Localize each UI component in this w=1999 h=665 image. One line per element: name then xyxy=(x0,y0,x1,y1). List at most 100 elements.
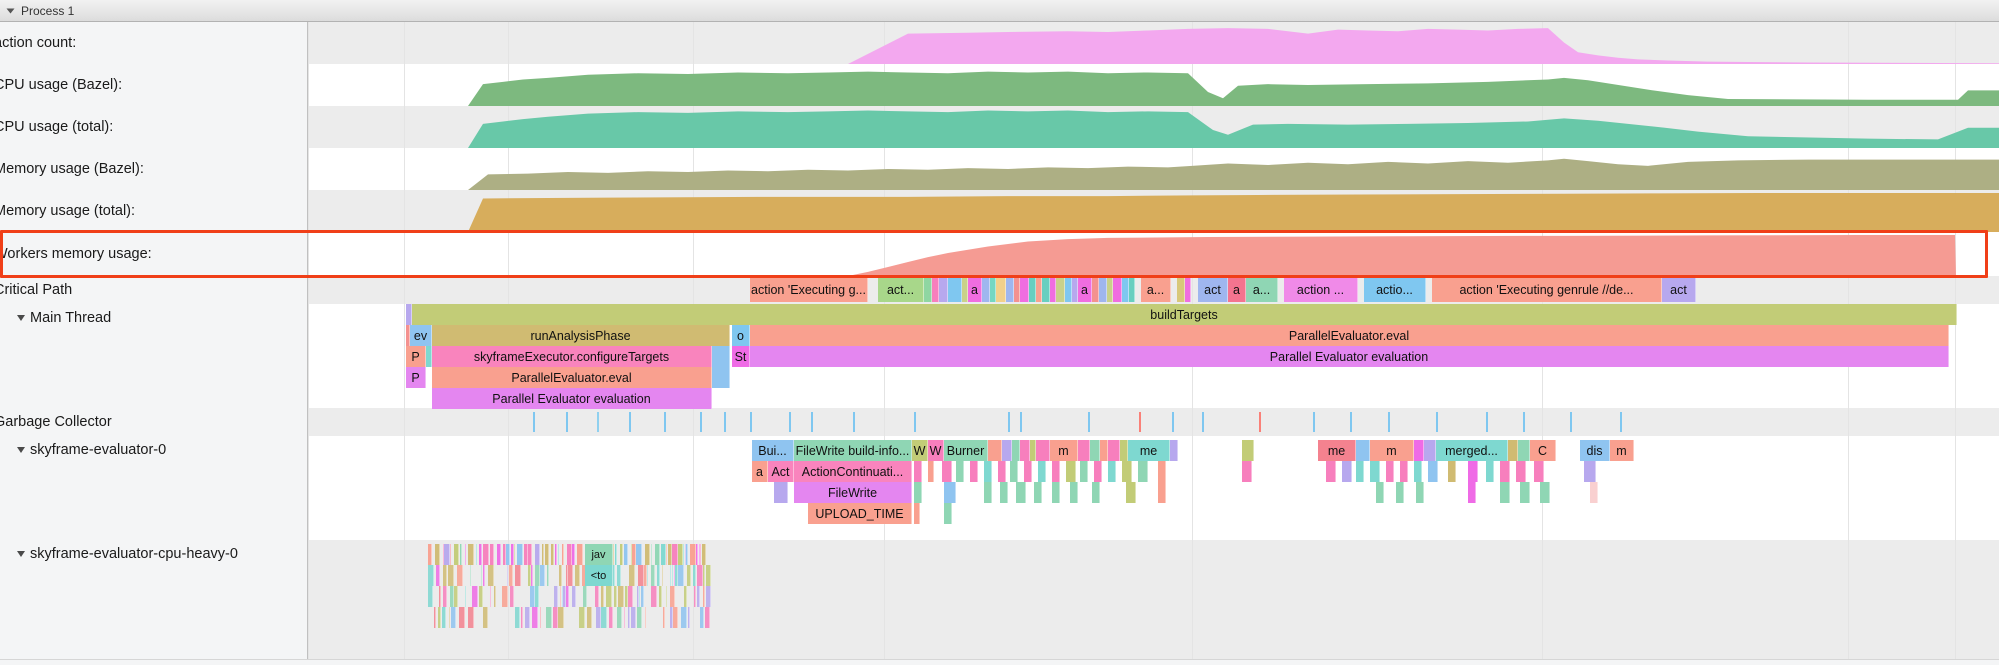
slice-unlabeled-28[interactable] xyxy=(1414,461,1422,482)
slice-a[interactable]: a xyxy=(752,461,768,482)
slice-unlabeled-22[interactable] xyxy=(1326,461,1336,482)
slice-unlabeled-13[interactable] xyxy=(1090,440,1100,461)
gc-tick-3[interactable] xyxy=(629,412,631,432)
cpu-heavy-microslice[interactable] xyxy=(511,544,514,565)
triangle-down-icon[interactable] xyxy=(6,8,15,13)
cpu-heavy-microslice[interactable] xyxy=(510,586,514,607)
slice-unlabeled-14[interactable] xyxy=(1396,482,1404,503)
caret-down-icon[interactable] xyxy=(17,447,25,453)
cpu-heavy-microslice[interactable] xyxy=(472,586,478,607)
slice-unlabeled-32[interactable] xyxy=(1486,461,1494,482)
slice-to[interactable]: <to xyxy=(585,565,613,586)
slice-buildtargets[interactable]: buildTargets xyxy=(412,304,1957,325)
slice-unlabeled-16[interactable] xyxy=(1120,440,1128,461)
gc-tick-12[interactable] xyxy=(1008,412,1010,432)
cpu-heavy-microslice[interactable] xyxy=(507,565,508,586)
cpu-heavy-microslice[interactable] xyxy=(450,586,454,607)
slice-unlabeled-18[interactable] xyxy=(1170,440,1178,461)
cpu-heavy-microslice[interactable] xyxy=(670,565,671,586)
slice-unlabeled-12[interactable] xyxy=(1158,482,1166,503)
cpu-heavy-microslice[interactable] xyxy=(638,565,644,586)
slice-parallelevaluator-eval[interactable]: ParallelEvaluator.eval xyxy=(750,325,1949,346)
slice-unlabeled-0[interactable] xyxy=(406,325,410,346)
bottom-scrollbar[interactable] xyxy=(0,659,1999,665)
slice-unlabeled-2[interactable] xyxy=(944,503,952,524)
slice-actioncontinuati[interactable]: ActionContinuati... xyxy=(794,461,912,482)
cpu-heavy-microslice[interactable] xyxy=(545,544,549,565)
cpu-heavy-microslice[interactable] xyxy=(583,586,587,607)
slice-unlabeled-11[interactable] xyxy=(1024,461,1032,482)
slice-unlabeled-3[interactable] xyxy=(712,346,730,367)
slice-unlabeled-20[interactable] xyxy=(1158,461,1166,482)
cpu-heavy-microslice[interactable] xyxy=(490,586,491,607)
cpu-heavy-microslice[interactable] xyxy=(636,544,642,565)
slice-unlabeled-14[interactable] xyxy=(1100,440,1108,461)
slice-unlabeled-23[interactable] xyxy=(1414,440,1424,461)
track-area[interactable]: action 'Executing g... act... a a a... act a a.… xyxy=(308,22,1999,665)
gc-tick-19[interactable] xyxy=(1313,412,1315,432)
slice-unlabeled-8[interactable] xyxy=(982,278,990,302)
gc-tick-23[interactable] xyxy=(1486,412,1488,432)
slice-o[interactable]: o xyxy=(732,325,750,346)
slice-a[interactable]: a xyxy=(1078,278,1092,302)
cpu-heavy-microslice[interactable] xyxy=(567,544,572,565)
cpu-heavy-microslice[interactable] xyxy=(551,544,554,565)
cpu-heavy-microslice[interactable] xyxy=(468,607,474,628)
cpu-heavy-microslice[interactable] xyxy=(542,544,544,565)
slice-unlabeled-30[interactable] xyxy=(1185,278,1191,302)
gc-tick-1[interactable] xyxy=(566,412,568,432)
slice-a[interactable]: a xyxy=(968,278,982,302)
slice-filewrite[interactable]: FileWrite xyxy=(794,482,912,503)
cpu-heavy-microslice[interactable] xyxy=(460,544,462,565)
gc-tick-16[interactable] xyxy=(1172,412,1174,432)
gc-tick-22[interactable] xyxy=(1436,412,1438,432)
cpu-heavy-microslice[interactable] xyxy=(678,565,684,586)
cpu-heavy-microslice[interactable] xyxy=(684,586,687,607)
slice-unlabeled-25[interactable] xyxy=(1370,461,1380,482)
slice-p[interactable]: P xyxy=(406,346,426,367)
track-label-action-count[interactable]: action count: xyxy=(0,22,307,64)
cpu-heavy-microslice[interactable] xyxy=(587,607,592,628)
cpu-heavy-microslice[interactable] xyxy=(525,607,530,628)
slice-me[interactable]: me xyxy=(1128,440,1170,461)
slice-unlabeled-13[interactable] xyxy=(1020,278,1029,302)
cpu-heavy-microslice[interactable] xyxy=(521,607,523,628)
cpu-heavy-microslice[interactable] xyxy=(670,607,673,628)
cpu-heavy-microslice[interactable] xyxy=(601,586,604,607)
slice-unlabeled-6[interactable] xyxy=(962,278,968,302)
slice-m[interactable]: m xyxy=(1610,440,1634,461)
slice-unlabeled-31[interactable] xyxy=(1468,461,1478,482)
cpu-heavy-microslice[interactable] xyxy=(673,607,678,628)
track-label-cpu-usage-total[interactable]: CPU usage (total): xyxy=(0,106,307,148)
slice-unlabeled-15[interactable] xyxy=(1416,482,1424,503)
cpu-heavy-microslice[interactable] xyxy=(566,565,568,586)
cpu-heavy-microslice[interactable] xyxy=(666,544,667,565)
slice-unlabeled-3[interactable] xyxy=(932,278,939,302)
cpu-heavy-microslice[interactable] xyxy=(514,544,515,565)
slice-unlabeled-10[interactable] xyxy=(1036,440,1050,461)
cpu-heavy-microslice[interactable] xyxy=(702,544,706,565)
slice-unlabeled-3[interactable] xyxy=(944,482,956,503)
slice-act[interactable]: act xyxy=(1662,278,1696,302)
slice-unlabeled-12[interactable] xyxy=(1078,440,1090,461)
slice-unlabeled-22[interactable] xyxy=(1092,278,1099,302)
slice-unlabeled-2[interactable] xyxy=(712,367,730,388)
slice-unlabeled-19[interactable] xyxy=(1540,482,1550,503)
cpu-heavy-microslice[interactable] xyxy=(444,544,450,565)
cpu-heavy-microslice[interactable] xyxy=(651,565,655,586)
cpu-heavy-microslice[interactable] xyxy=(572,586,576,607)
cpu-heavy-microslice[interactable] xyxy=(672,544,678,565)
cpu-heavy-microslice[interactable] xyxy=(490,544,494,565)
gc-tick-20[interactable] xyxy=(1350,412,1352,432)
cpu-heavy-microslice[interactable] xyxy=(553,607,558,628)
cpu-heavy-microslice[interactable] xyxy=(579,607,585,628)
slice-w[interactable]: W xyxy=(912,440,928,461)
slice-unlabeled-18[interactable] xyxy=(1056,278,1065,302)
cpu-heavy-microslice[interactable] xyxy=(479,544,482,565)
cpu-heavy-microslice[interactable] xyxy=(681,607,687,628)
cpu-heavy-microslice[interactable] xyxy=(547,565,549,586)
slice-unlabeled-26[interactable] xyxy=(1508,440,1518,461)
track-label-skyframe-evaluator-cpu-heavy-0[interactable]: skyframe-evaluator-cpu-heavy-0 xyxy=(0,540,307,568)
slice-act[interactable]: act xyxy=(1198,278,1228,302)
cpu-heavy-microslice[interactable] xyxy=(535,586,539,607)
